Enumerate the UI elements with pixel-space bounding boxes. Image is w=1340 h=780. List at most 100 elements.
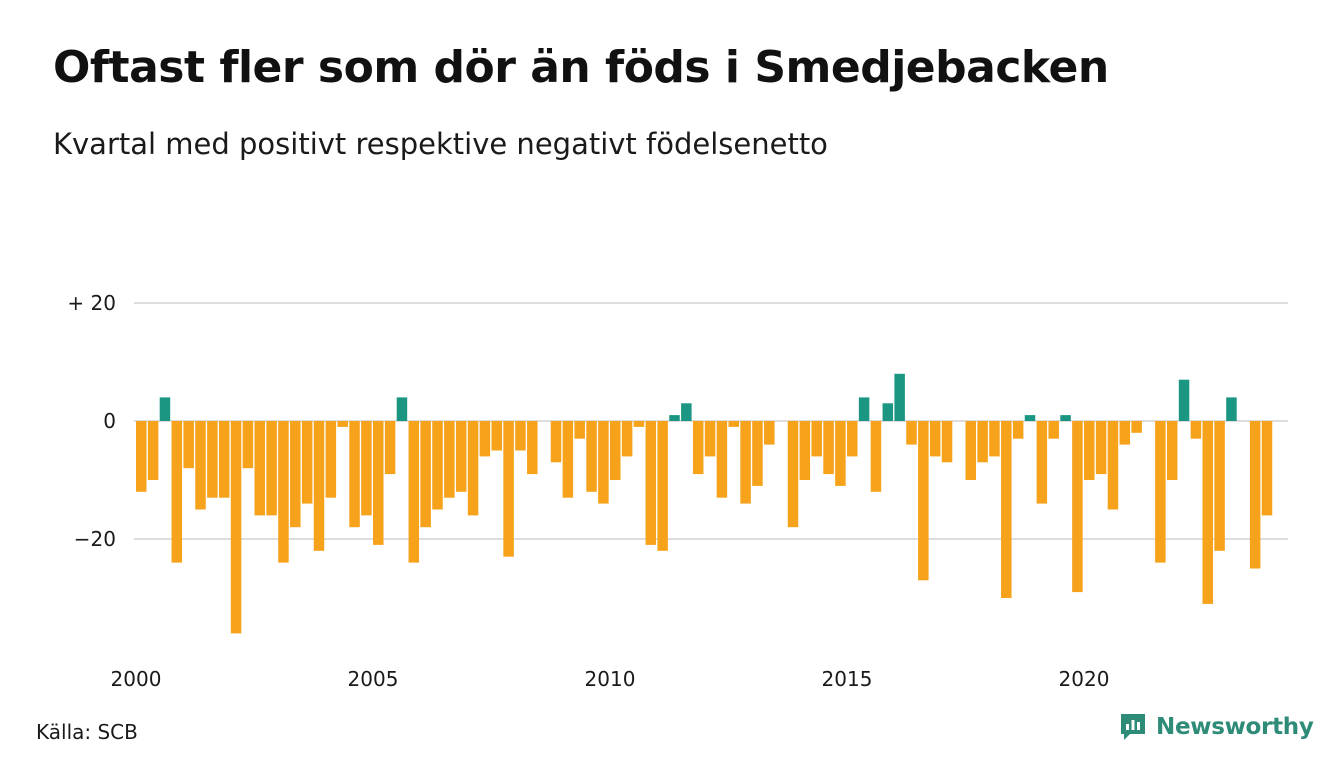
bar (929, 421, 941, 457)
bar (1048, 421, 1059, 439)
bar (1012, 421, 1024, 439)
x-tick-label: 2000 (111, 667, 162, 691)
bar (278, 421, 289, 563)
bar (491, 421, 502, 451)
bar (195, 421, 206, 510)
bar (586, 421, 597, 492)
bar (621, 421, 633, 457)
bar (989, 421, 1000, 457)
bar (882, 403, 894, 421)
x-tick-label: 2020 (1059, 667, 1110, 691)
bar (147, 421, 159, 480)
bar (1001, 421, 1012, 598)
bar (645, 421, 657, 545)
bar (515, 421, 526, 451)
bar (894, 373, 905, 421)
bar (266, 421, 277, 516)
bar (752, 421, 763, 486)
brand-logo[interactable]: Newsworthy (1118, 712, 1314, 742)
bar (1084, 421, 1095, 480)
bar (503, 421, 514, 557)
bar (1214, 421, 1225, 551)
bar (941, 421, 953, 463)
bar (432, 421, 443, 510)
chart-title: Oftast fler som dör än föds i Smedjeback… (53, 42, 1109, 93)
bar (574, 421, 585, 439)
bar (918, 421, 929, 581)
bar (527, 421, 538, 475)
bar (1166, 421, 1178, 480)
bar (467, 421, 479, 516)
bar (1107, 421, 1119, 510)
bar (657, 421, 668, 551)
bar (550, 421, 562, 463)
bar (254, 421, 265, 516)
bar (1024, 415, 1036, 421)
bar (610, 421, 621, 480)
bar (1178, 379, 1190, 421)
bar (906, 421, 917, 445)
y-tick-label: + 20 (67, 291, 116, 315)
bar (479, 421, 491, 457)
y-tick-label: 0 (103, 409, 116, 433)
y-axis-tick-labels: + 20 0 −20 (67, 291, 116, 551)
bar (870, 421, 882, 492)
x-axis-tick-labels: 2000 2005 2010 2015 2020 (111, 667, 1110, 691)
bar (361, 421, 372, 516)
bar (1202, 421, 1213, 604)
bar (325, 421, 337, 498)
bar (787, 421, 799, 528)
bar (598, 421, 609, 504)
bar (218, 421, 230, 498)
bar (1095, 421, 1107, 475)
bar (1036, 421, 1048, 504)
bar (1155, 421, 1166, 563)
bar (728, 421, 739, 427)
bar (420, 421, 431, 528)
bar (716, 421, 728, 498)
bar (1060, 415, 1071, 421)
bar (692, 421, 704, 475)
bar (799, 421, 811, 480)
bar (444, 421, 455, 498)
bar (965, 421, 976, 480)
newsworthy-logo-icon (1121, 714, 1145, 740)
bar (740, 421, 751, 504)
bar (242, 421, 254, 469)
bar (1261, 421, 1273, 516)
chart-subtitle: Kvartal med positivt respektive negativt… (53, 127, 828, 161)
bar (847, 421, 858, 457)
bar (373, 421, 384, 545)
bars (136, 373, 1273, 634)
bar (823, 421, 834, 475)
bar (1072, 421, 1083, 593)
bar (562, 421, 574, 498)
bar (396, 397, 408, 421)
bar (633, 421, 645, 427)
x-tick-label: 2010 (585, 667, 636, 691)
bar (349, 421, 360, 528)
bar (301, 421, 313, 504)
y-tick-label: −20 (74, 527, 116, 551)
bar (207, 421, 218, 498)
bar (669, 415, 680, 421)
bar (1226, 397, 1237, 421)
bar (384, 421, 396, 475)
x-tick-label: 2005 (348, 667, 399, 691)
bar (681, 403, 692, 421)
bar (313, 421, 325, 551)
bar (835, 421, 846, 486)
bar (1249, 421, 1261, 569)
bar (704, 421, 716, 457)
bar (455, 421, 467, 492)
bar (1131, 421, 1142, 433)
bar (811, 421, 822, 457)
bar (290, 421, 301, 528)
bar (408, 421, 420, 563)
bar (858, 397, 870, 421)
bar (764, 421, 775, 445)
x-tick-label: 2015 (822, 667, 873, 691)
bar (230, 421, 242, 634)
bar (977, 421, 988, 463)
bar (1190, 421, 1202, 439)
